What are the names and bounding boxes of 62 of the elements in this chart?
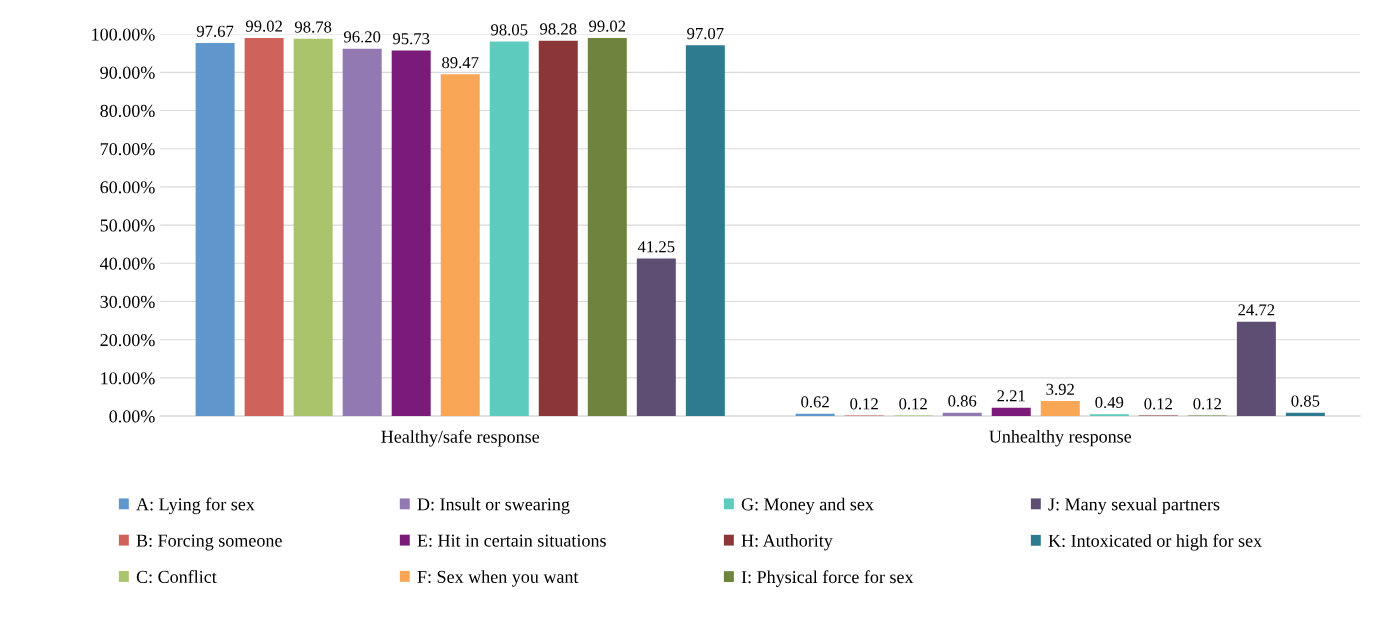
y-tick-label: 50.00% (100, 219, 155, 232)
legend-label: G: Money and sex (741, 497, 874, 515)
legend-label: A: Lying for sex (136, 497, 255, 515)
bar (1285, 412, 1325, 417)
data-label: 98.78 (294, 21, 332, 33)
bar (942, 412, 982, 417)
y-tick-label: 20.00% (100, 333, 155, 347)
legend-label: I: Physical force for sex (741, 570, 914, 587)
bar (391, 50, 431, 417)
legend-label: B: Forcing someone (136, 534, 282, 551)
data-label: 0.12 (1144, 398, 1172, 410)
y-tick-label: 60.00% (100, 181, 155, 194)
data-label: 0.12 (899, 398, 927, 410)
y-tick-label: 40.00% (100, 257, 155, 270)
data-label: 0.86 (948, 395, 977, 407)
data-label: 0.12 (1193, 398, 1221, 410)
bar (587, 37, 627, 417)
bar (1236, 321, 1276, 417)
bar (538, 40, 578, 417)
y-tick-label: 80.00% (100, 104, 155, 118)
legend-label: C: Conflict (136, 570, 217, 584)
bar (1040, 401, 1080, 417)
data-label: 0.12 (850, 398, 878, 410)
y-tick-label: 30.00% (100, 295, 155, 309)
data-label: 89.47 (442, 56, 479, 69)
data-label: 0.62 (801, 396, 829, 408)
data-label: 96.20 (343, 31, 381, 43)
data-label: 2.21 (997, 390, 1025, 402)
bar (342, 48, 382, 417)
data-label: 24.72 (1238, 304, 1275, 316)
data-label: 0.49 (1095, 396, 1124, 409)
bar (440, 74, 480, 417)
legend-label: E: Hit in certain situations (417, 534, 606, 547)
data-label: 41.25 (637, 241, 675, 253)
data-label: 97.67 (196, 25, 234, 37)
data-label: 98.05 (491, 24, 528, 36)
x-tick-label: Unhealthy response (989, 429, 1132, 447)
data-label: 0.85 (1291, 395, 1320, 407)
legend-label: D: Insult or swearing (417, 497, 570, 515)
data-label: 99.02 (589, 20, 626, 32)
data-label: 97.07 (687, 27, 724, 40)
bar (195, 43, 235, 417)
y-tick-label: 70.00% (100, 142, 155, 156)
bar (489, 41, 529, 417)
bar (244, 37, 284, 417)
y-tick-label: 10.00% (101, 372, 155, 385)
legend-label: H: Authority (741, 533, 833, 551)
data-label: 3.92 (1046, 383, 1074, 396)
bar (293, 38, 333, 417)
bar (685, 45, 725, 417)
y-tick-label: 0.00% (109, 410, 155, 423)
y-tick-label: 90.00% (100, 66, 155, 79)
legend-label: F: Sex when you want (417, 570, 579, 587)
data-label: 98.28 (540, 23, 577, 35)
bar (991, 407, 1031, 417)
y-tick-label: 100.00% (92, 28, 155, 41)
legend-label: K: Intoxicated or high for sex (1048, 533, 1262, 551)
data-label: 99.02 (245, 20, 282, 32)
bar (636, 258, 676, 417)
data-label: 95.73 (392, 33, 430, 45)
legend-label: J: Many sexual partners (1048, 497, 1220, 515)
x-tick-label: Healthy/safe response (381, 429, 540, 447)
